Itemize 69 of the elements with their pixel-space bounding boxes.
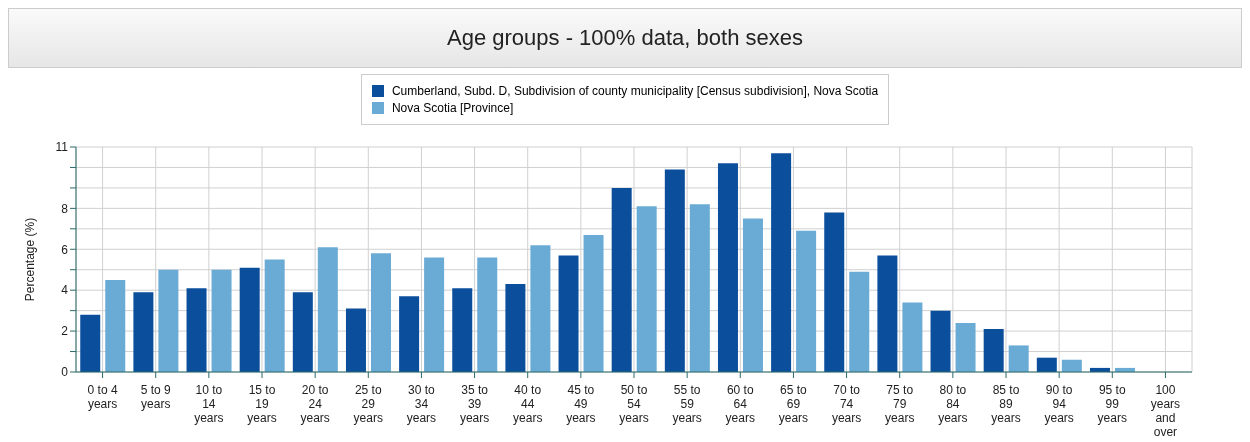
bar <box>877 255 898 372</box>
x-tick-label: 100 years and over <box>1150 383 1181 439</box>
bar <box>558 255 579 372</box>
y-tick-label: 0 <box>61 365 69 380</box>
chart-title: Age groups - 100% data, both sexes <box>8 8 1242 68</box>
bar <box>689 204 710 372</box>
bar <box>664 169 685 372</box>
bar <box>239 267 260 372</box>
x-tick-label: 0 to 4 years <box>87 383 118 411</box>
x-tick-label: 70 to 74 years <box>831 383 862 425</box>
x-tick-label: 85 to 89 years <box>991 383 1021 425</box>
bar <box>345 308 366 372</box>
x-tick-label: 50 to 54 years <box>619 383 649 425</box>
bar <box>1061 359 1082 372</box>
bar <box>902 302 923 372</box>
legend-label: Cumberland, Subd. D, Subdivision of county municipality [Census subdivision], Nova Scotia <box>391 84 879 98</box>
x-tick-label: 20 to 24 years <box>300 383 330 425</box>
bar <box>80 314 101 372</box>
bar <box>824 212 845 372</box>
x-tick-label: 75 to 79 years <box>885 383 915 425</box>
bar <box>1036 357 1057 372</box>
x-tick-label: 90 to 94 years <box>1044 383 1074 425</box>
x-tick-label: 55 to 59 years <box>672 383 702 425</box>
bar <box>796 230 817 372</box>
bar <box>505 284 526 372</box>
bar <box>292 292 313 372</box>
bar <box>955 322 976 372</box>
x-tick-label: 10 to 14 years <box>194 383 224 425</box>
x-tick-label: 45 to 49 years <box>566 383 596 425</box>
x-tick-label: 35 to 39 years <box>459 383 490 425</box>
x-tick-label: 25 to 29 years <box>353 383 383 425</box>
bar <box>186 288 207 372</box>
x-tick-label: 95 to 99 years <box>1097 383 1127 425</box>
bar <box>370 253 391 372</box>
x-tick-label: 60 to 64 years <box>725 383 755 425</box>
bar <box>983 329 1004 372</box>
y-tick-label: 8 <box>61 201 69 216</box>
x-tick-label: 15 to 19 years <box>247 383 277 425</box>
bar <box>264 259 285 372</box>
bar <box>317 247 338 372</box>
bar <box>399 296 420 372</box>
bar <box>424 257 445 372</box>
y-axis-title: Percentage (%) <box>23 217 38 302</box>
y-tick-label: 4 <box>61 283 69 298</box>
bar <box>1008 345 1029 372</box>
x-tick-label: 40 to 44 years <box>513 383 543 425</box>
bar <box>477 257 498 372</box>
bar <box>717 163 738 372</box>
x-tick-label: 5 to 9 years <box>140 383 172 411</box>
x-tick-label: 65 to 69 years <box>778 383 809 425</box>
bar <box>611 187 632 372</box>
bar <box>133 292 154 372</box>
y-tick-label: 2 <box>61 324 69 339</box>
bar <box>452 288 473 372</box>
bar <box>211 269 232 372</box>
bar <box>530 245 551 372</box>
bar <box>771 153 792 372</box>
bar <box>158 269 179 372</box>
bar <box>849 271 870 372</box>
bar <box>583 234 604 372</box>
bar <box>105 279 126 372</box>
bar <box>742 218 763 372</box>
bar <box>636 206 657 372</box>
y-tick-label: 11 <box>55 140 69 155</box>
bar <box>930 310 951 372</box>
x-tick-label: 30 to 34 years <box>406 383 437 425</box>
legend-label: Nova Scotia [Province] <box>391 101 514 115</box>
x-tick-label: 80 to 84 years <box>938 383 968 425</box>
y-tick-label: 6 <box>61 242 69 257</box>
